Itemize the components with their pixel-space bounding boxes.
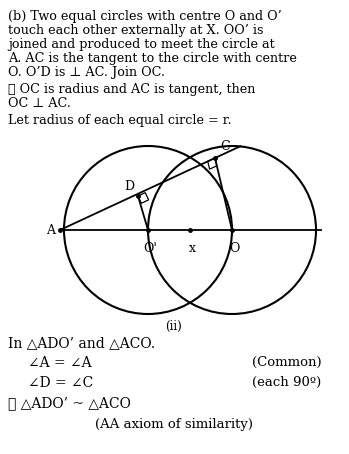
Text: ∠D = ∠C: ∠D = ∠C: [28, 376, 93, 390]
Text: ∴ OC is radius and AC is tangent, then: ∴ OC is radius and AC is tangent, then: [8, 83, 255, 96]
Text: O': O': [143, 242, 157, 255]
Text: D: D: [124, 180, 134, 193]
Text: (ii): (ii): [166, 320, 183, 333]
Text: (b) Two equal circles with centre O and O’: (b) Two equal circles with centre O and …: [8, 10, 282, 23]
Text: A: A: [46, 223, 55, 237]
Text: (AA axiom of similarity): (AA axiom of similarity): [95, 418, 253, 431]
Text: ∠A = ∠A: ∠A = ∠A: [28, 356, 92, 370]
Text: In △ADO’ and △ACO.: In △ADO’ and △ACO.: [8, 336, 155, 350]
Text: A. AC is the tangent to the circle with centre: A. AC is the tangent to the circle with …: [8, 52, 297, 65]
Text: O. O’D is ⊥ AC. Join OC.: O. O’D is ⊥ AC. Join OC.: [8, 66, 165, 79]
Text: ∴ △ADO’ ~ △ACO: ∴ △ADO’ ~ △ACO: [8, 396, 131, 410]
Text: C: C: [220, 140, 230, 153]
Text: touch each other externally at X. OO’ is: touch each other externally at X. OO’ is: [8, 24, 263, 37]
Text: OC ⊥ AC.: OC ⊥ AC.: [8, 97, 71, 110]
Text: (each 90º): (each 90º): [252, 376, 321, 389]
Text: O: O: [229, 242, 239, 255]
Text: x: x: [188, 242, 195, 255]
Text: Let radius of each equal circle = r.: Let radius of each equal circle = r.: [8, 114, 232, 127]
Text: (Common): (Common): [252, 356, 322, 369]
Text: joined and produced to meet the circle at: joined and produced to meet the circle a…: [8, 38, 275, 51]
